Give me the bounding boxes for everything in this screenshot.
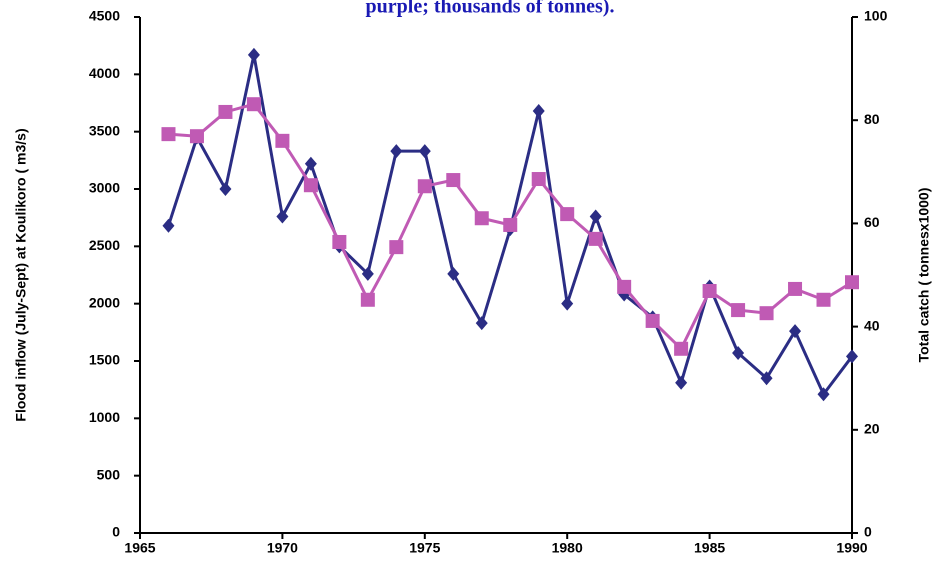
y-tick-label: 3500: [89, 122, 120, 138]
square-marker: [645, 313, 660, 328]
square-marker: [246, 97, 261, 112]
y2-tick-label: 80: [864, 111, 880, 127]
square-marker: [161, 127, 176, 142]
diamond-marker: [675, 375, 688, 390]
y-tick-label: 1000: [89, 409, 120, 425]
square-marker: [503, 217, 518, 232]
y-tick-label: 4000: [89, 65, 120, 81]
diamond-marker: [361, 266, 374, 281]
diamond-marker: [247, 47, 260, 62]
square-marker: [731, 303, 746, 318]
chart-title: purple; thousands of tonnes).: [366, 0, 615, 18]
x-tick-label: 1980: [552, 540, 583, 556]
square-marker: [446, 173, 461, 188]
diamond-marker: [475, 316, 488, 331]
y2-tick-label: 0: [864, 524, 872, 540]
square-marker: [360, 292, 375, 307]
y-tick-label: 4500: [89, 8, 120, 24]
diamond-marker: [817, 387, 830, 402]
y-tick-label: 500: [97, 466, 121, 482]
x-tick-label: 1975: [409, 540, 440, 556]
square-marker: [588, 231, 603, 246]
square-marker: [189, 129, 204, 144]
y2-tick-label: 60: [864, 214, 880, 230]
diamond-marker: [219, 182, 232, 196]
y-tick-label: 2000: [89, 294, 120, 310]
square-marker: [617, 279, 632, 294]
square-marker: [816, 292, 831, 307]
square-marker: [788, 281, 803, 296]
square-marker: [702, 283, 717, 298]
y-tick-label: 2500: [89, 237, 120, 253]
y-tick-label: 3000: [89, 180, 120, 196]
square-marker: [389, 240, 404, 255]
square-marker: [474, 211, 489, 226]
diamond-marker: [304, 156, 317, 171]
y2-tick-label: 40: [864, 317, 880, 333]
square-marker: [531, 172, 546, 187]
diamond-marker: [589, 209, 602, 224]
diamond-marker: [732, 345, 745, 360]
x-tick-label: 1965: [124, 540, 155, 556]
x-tick-label: 1970: [267, 540, 298, 556]
square-marker: [845, 275, 859, 290]
diamond-marker: [561, 296, 574, 311]
y-axis-label: Flood inflow (July-Sept) at Koulikoro ( …: [13, 128, 29, 421]
diamond-marker: [532, 104, 545, 119]
square-marker: [275, 133, 290, 148]
diamond-marker: [276, 209, 289, 224]
x-tick-label: 1985: [694, 540, 725, 556]
square-marker: [674, 341, 689, 356]
square-marker: [332, 234, 347, 249]
diamond-marker: [447, 266, 460, 281]
diamond-marker: [846, 349, 858, 364]
square-marker: [417, 179, 432, 194]
x-tick-label: 1990: [836, 540, 867, 556]
diamond-marker: [760, 371, 773, 386]
y2-axis-label: Total catch ( tonnesx1000): [916, 188, 932, 363]
square-marker: [218, 104, 233, 119]
y2-tick-label: 100: [864, 8, 888, 24]
square-marker: [560, 207, 575, 222]
y-tick-label: 1500: [89, 352, 120, 368]
square-marker: [303, 178, 318, 193]
y-tick-label: 0: [112, 524, 120, 540]
diamond-marker: [418, 144, 431, 159]
square-marker: [759, 306, 774, 321]
diamond-marker: [162, 218, 175, 233]
diamond-marker: [390, 144, 403, 159]
y2-tick-label: 20: [864, 421, 880, 437]
diamond-marker: [789, 324, 802, 339]
